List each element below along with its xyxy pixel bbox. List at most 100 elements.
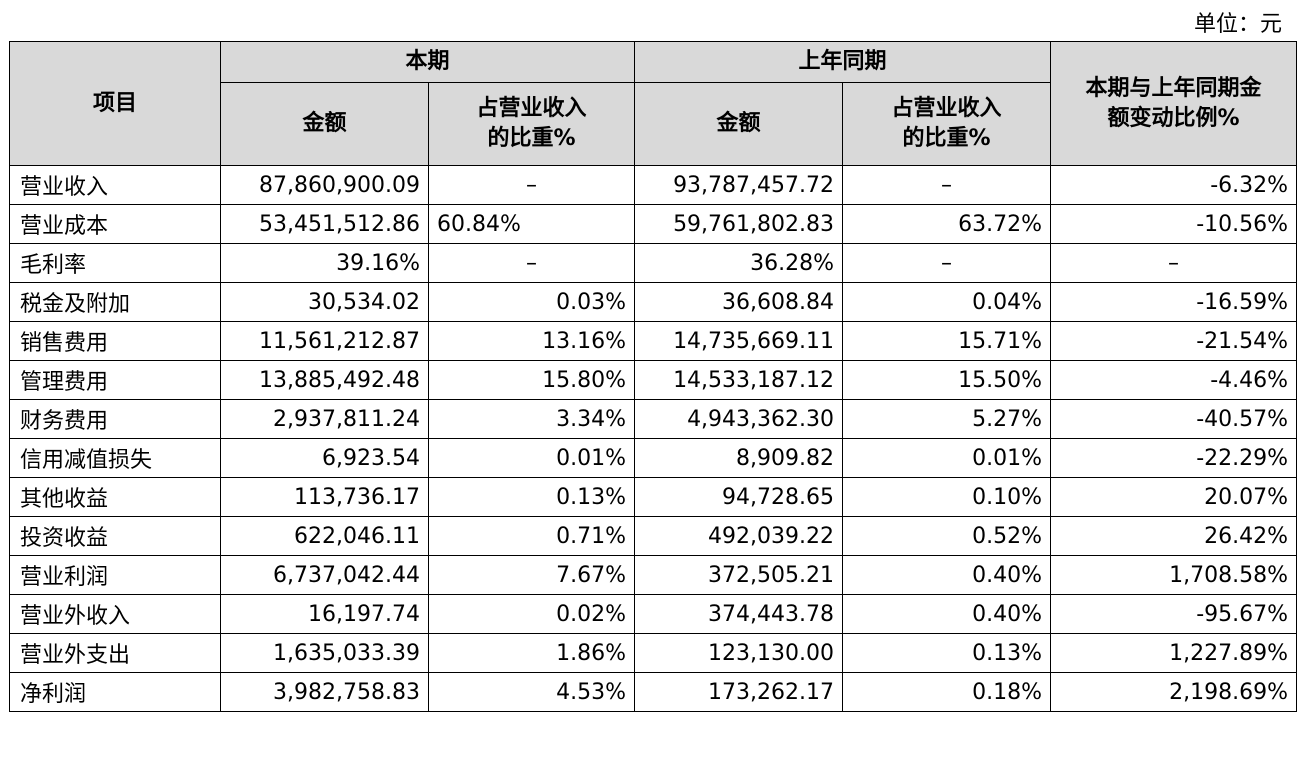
prior-ratio-cell: 15.50% (842, 360, 1052, 400)
prior-amount-cell: 123,130.00 (634, 633, 844, 673)
prior-amount-cell: 14,735,669.11 (634, 321, 844, 361)
prior-amount-cell: 94,728.65 (634, 477, 844, 517)
header-current-ratio-text: 占营业收入的比重% (476, 96, 587, 151)
prior-ratio-cell: – (842, 165, 1052, 205)
row-item-label: 营业收入 (9, 165, 221, 205)
change-ratio-cell: 26.42% (1050, 516, 1298, 556)
current-ratio-cell: 0.71% (427, 516, 636, 556)
prior-ratio-cell: 15.71% (842, 321, 1052, 361)
unit-label: 单位：元 (1193, 12, 1282, 37)
current-ratio-cell: 4.53% (427, 672, 636, 712)
current-ratio-cell: 0.03% (427, 282, 636, 322)
prior-ratio-cell: 0.10% (842, 477, 1052, 517)
change-ratio-cell: 20.07% (1050, 477, 1298, 517)
header-prior-amount: 金额 (634, 82, 844, 166)
current-ratio-cell: 15.80% (427, 360, 636, 400)
table-row: 营业外收入 16,197.74 0.02% 374,443.78 0.40% -95.67… (9, 594, 1298, 634)
row-item-label: 营业利润 (9, 555, 221, 595)
prior-ratio-cell: 0.04% (842, 282, 1052, 322)
prior-amount-cell: 36,608.84 (634, 282, 844, 322)
change-ratio-cell: 2,198.69% (1050, 672, 1298, 712)
prior-amount-cell: 8,909.82 (634, 438, 844, 478)
header-prior-period: 上年同期 (634, 41, 1052, 83)
current-ratio-cell: 0.01% (427, 438, 636, 478)
prior-amount-cell: 36.28% (634, 243, 844, 283)
prior-ratio-cell: – (842, 243, 1052, 283)
row-item-label: 信用减值损失 (9, 438, 221, 478)
row-item-label: 销售费用 (9, 321, 221, 361)
change-ratio-cell: -22.29% (1050, 438, 1298, 478)
change-ratio-cell: -95.67% (1050, 594, 1298, 634)
current-amount-cell: 6,737,042.44 (220, 555, 429, 595)
row-item-label: 营业成本 (9, 204, 221, 244)
change-ratio-cell: -40.57% (1050, 399, 1298, 439)
prior-ratio-cell: 63.72% (842, 204, 1052, 244)
current-amount-cell: 87,860,900.09 (220, 165, 429, 205)
table-row: 销售费用 11,561,212.87 13.16% 14,735,669.11 15.7… (9, 321, 1298, 361)
prior-amount-cell: 4,943,362.30 (634, 399, 844, 439)
table-row: 毛利率 39.16% –36.28% – – (9, 243, 1298, 283)
change-ratio-cell: 1,708.58% (1050, 555, 1298, 595)
row-item-label: 营业外收入 (9, 594, 221, 634)
row-item-label: 营业外支出 (9, 633, 221, 673)
header-change-ratio-text: 本期与上年同期金额变动比例% (1085, 75, 1262, 131)
current-amount-cell: 39.16% (220, 243, 429, 283)
header-change-ratio: 本期与上年同期金额变动比例% (1050, 41, 1298, 166)
table-row: 投资收益 622,046.11 0.71% 492,039.22 0.52% 26.42% (9, 516, 1298, 556)
prior-amount-cell: 492,039.22 (634, 516, 844, 556)
income-statement-table: 项目 本期 上年同期 本期与上年同期金额变动比例% 金额 占营业收入的比重% 金… (9, 41, 1298, 712)
table-row: 营业收入 87,860,900.09–93,787,457.72– -6.32% (9, 165, 1298, 205)
header-item: 项目 (9, 41, 221, 166)
table-row: 信用减值损失 6,923.54 0.01% 8,909.82 0.01% -22.29% (9, 438, 1298, 478)
row-item-label: 净利润 (9, 672, 221, 712)
prior-ratio-cell: 0.40% (842, 555, 1052, 595)
change-ratio-cell: -4.46% (1050, 360, 1298, 400)
row-item-label: 投资收益 (9, 516, 221, 556)
header-prior-ratio: 占营业收入的比重% (842, 82, 1052, 166)
header-prior-ratio-text: 占营业收入的比重% (891, 96, 1002, 151)
current-amount-cell: 30,534.02 (220, 282, 429, 322)
table-row: 管理费用 13,885,492.48 15.80% 14,533,187.12 15.5… (9, 360, 1298, 400)
header-current-amount: 金额 (220, 82, 429, 166)
current-ratio-cell: 0.13% (427, 477, 636, 517)
row-item-label: 毛利率 (9, 243, 221, 283)
prior-amount-cell: 59,761,802.83 (634, 204, 844, 244)
prior-ratio-cell: 0.18% (842, 672, 1052, 712)
prior-ratio-cell: 0.13% (842, 633, 1052, 673)
current-amount-cell: 16,197.74 (220, 594, 429, 634)
current-amount-cell: 53,451,512.86 (220, 204, 429, 244)
row-item-label: 财务费用 (9, 399, 221, 439)
current-amount-cell: 1,635,033.39 (220, 633, 429, 673)
current-amount-cell: 2,937,811.24 (220, 399, 429, 439)
table-row: 财务费用 2,937,811.24 3.34% 4,943,362.30 5.27% -4… (9, 399, 1298, 439)
current-ratio-cell: – (427, 165, 636, 205)
change-ratio-cell: -6.32% (1050, 165, 1298, 205)
header-current-ratio: 占营业收入的比重% (427, 82, 636, 166)
current-ratio-cell: 0.02% (427, 594, 636, 634)
current-ratio-cell: 1.86% (427, 633, 636, 673)
current-ratio-cell: 7.67% (427, 555, 636, 595)
prior-amount-cell: 173,262.17 (634, 672, 844, 712)
table-row: 税金及附加 30,534.02 0.03% 36,608.84 0.04% -16.59% (9, 282, 1298, 322)
current-amount-cell: 11,561,212.87 (220, 321, 429, 361)
prior-ratio-cell: 0.40% (842, 594, 1052, 634)
table-row: 营业成本 53,451,512.86 60.84% 59,761,802.83 63.7… (9, 204, 1298, 244)
current-amount-cell: 113,736.17 (220, 477, 429, 517)
current-amount-cell: 6,923.54 (220, 438, 429, 478)
change-ratio-cell: -21.54% (1050, 321, 1298, 361)
prior-ratio-cell: 0.01% (842, 438, 1052, 478)
change-ratio-cell: – (1050, 243, 1298, 283)
change-ratio-cell: -10.56% (1050, 204, 1298, 244)
prior-amount-cell: 14,533,187.12 (634, 360, 844, 400)
table-row: 净利润 3,982,758.83 4.53% 173,262.17 0.18% 2,198… (9, 672, 1298, 712)
prior-amount-cell: 372,505.21 (634, 555, 844, 595)
row-item-label: 税金及附加 (9, 282, 221, 322)
header-current-period: 本期 (219, 41, 636, 83)
current-amount-cell: 622,046.11 (220, 516, 429, 556)
current-amount-cell: 3,982,758.83 (220, 672, 429, 712)
change-ratio-cell: -16.59% (1050, 282, 1298, 322)
current-ratio-cell: 3.34% (427, 399, 636, 439)
row-item-label: 其他收益 (9, 477, 221, 517)
current-amount-cell: 13,885,492.48 (220, 360, 429, 400)
prior-amount-cell: 374,443.78 (634, 594, 844, 634)
